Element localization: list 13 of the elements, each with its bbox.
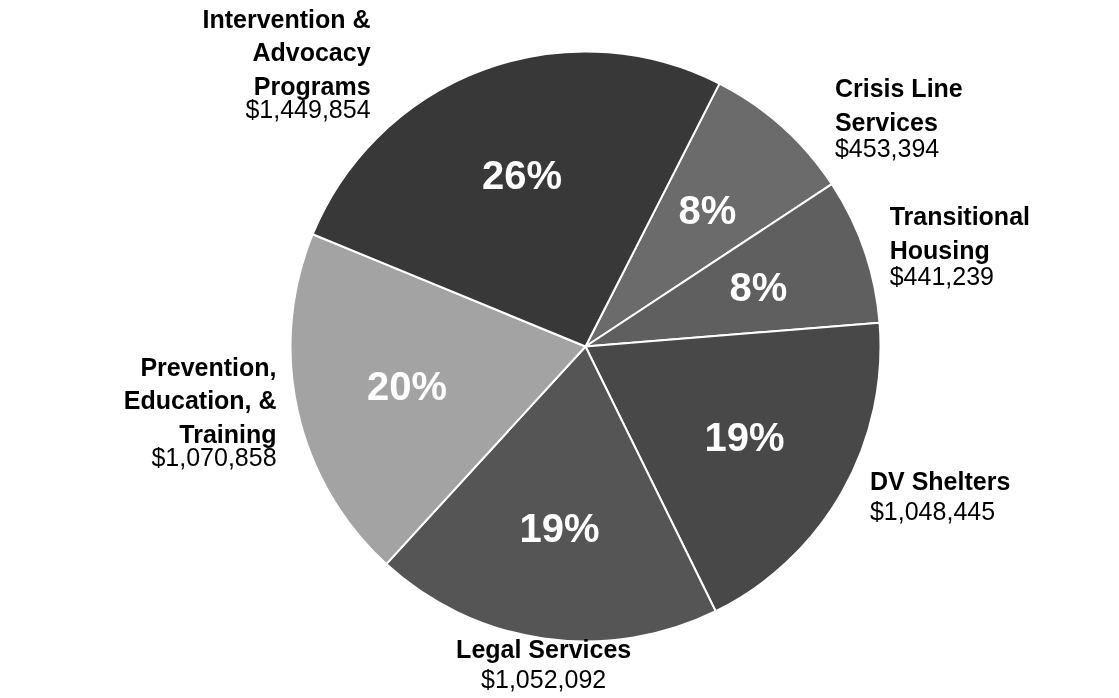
slice-label: Crisis Line Services bbox=[834, 74, 963, 136]
slice-label: Legal Services bbox=[456, 634, 632, 663]
data-label: $1,048,445 bbox=[869, 497, 996, 526]
slice-label: Transitional Housing bbox=[889, 202, 1030, 264]
text: 20% bbox=[366, 364, 448, 409]
text: 19% bbox=[704, 414, 785, 459]
data-label: $453,394 bbox=[834, 134, 940, 163]
data-label: $1,052,092 bbox=[481, 664, 607, 693]
text: 19% bbox=[519, 505, 600, 550]
text: 26% bbox=[481, 152, 563, 197]
text: 8% bbox=[678, 188, 737, 233]
text: 8% bbox=[729, 264, 788, 309]
slice-label: DV Shelters bbox=[869, 467, 1011, 496]
